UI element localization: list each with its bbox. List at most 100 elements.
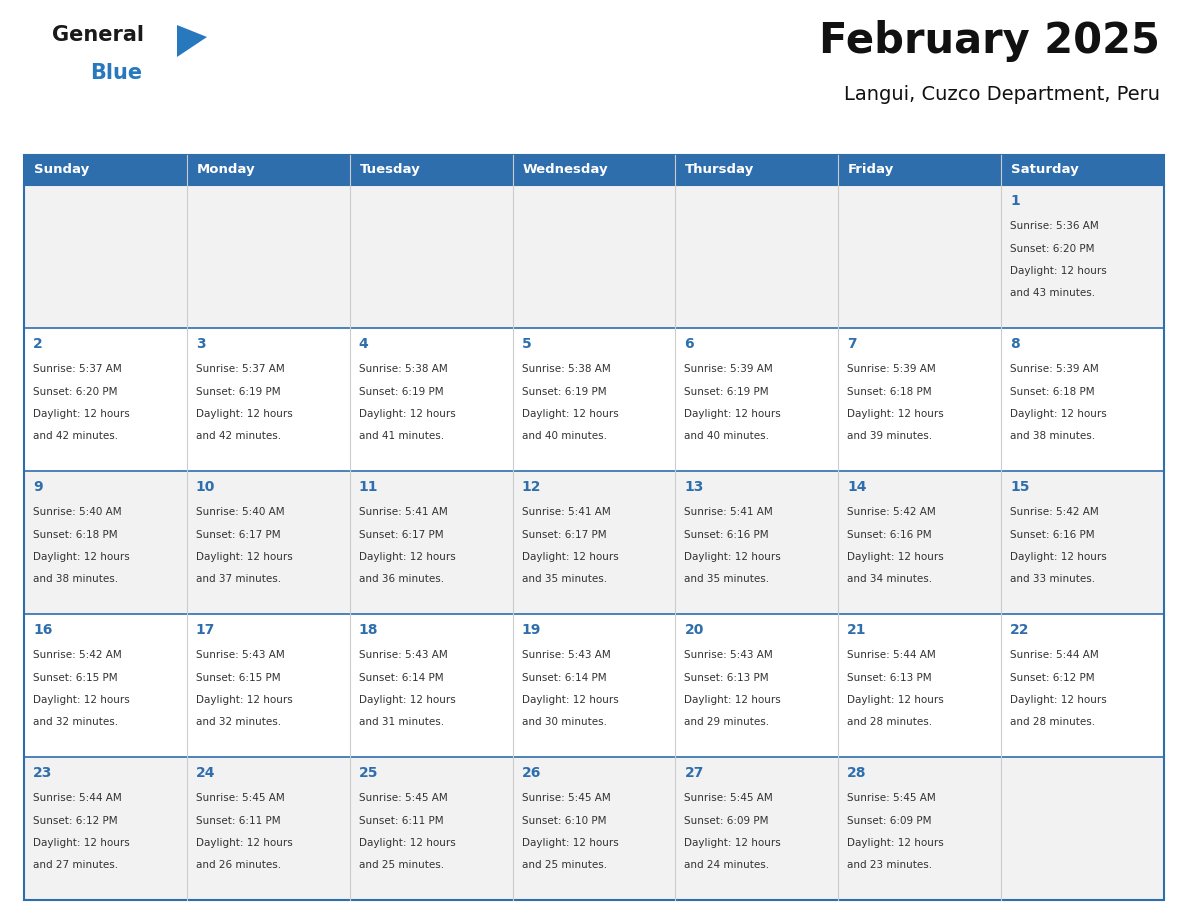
Text: 28: 28 [847, 767, 867, 780]
Bar [24, 757, 187, 900]
Text: Sunset: 6:13 PM: Sunset: 6:13 PM [847, 673, 931, 683]
Text: Daylight: 12 hours: Daylight: 12 hours [1010, 695, 1107, 705]
Text: 9: 9 [33, 480, 43, 494]
Bar [512, 155, 676, 185]
Text: 10: 10 [196, 480, 215, 494]
Text: Sunset: 6:15 PM: Sunset: 6:15 PM [33, 673, 118, 683]
Bar [676, 185, 839, 328]
Bar [1001, 328, 1164, 471]
Text: Daylight: 12 hours: Daylight: 12 hours [847, 552, 944, 562]
Text: Sunrise: 5:45 AM: Sunrise: 5:45 AM [522, 793, 611, 803]
Text: Wednesday: Wednesday [523, 163, 608, 176]
Bar [187, 614, 349, 757]
Text: and 31 minutes.: and 31 minutes. [359, 717, 444, 727]
Text: Sunrise: 5:41 AM: Sunrise: 5:41 AM [684, 508, 773, 518]
Text: Sunset: 6:16 PM: Sunset: 6:16 PM [847, 530, 931, 540]
Text: Sunset: 6:09 PM: Sunset: 6:09 PM [684, 815, 769, 825]
Text: Sunset: 6:14 PM: Sunset: 6:14 PM [522, 673, 606, 683]
Text: and 35 minutes.: and 35 minutes. [522, 574, 607, 584]
Text: Daylight: 12 hours: Daylight: 12 hours [684, 552, 782, 562]
Text: 1: 1 [1010, 195, 1019, 208]
Bar [839, 614, 1001, 757]
Text: Daylight: 12 hours: Daylight: 12 hours [196, 552, 292, 562]
Text: Sunset: 6:11 PM: Sunset: 6:11 PM [359, 815, 443, 825]
Bar [187, 471, 349, 614]
Text: Sunday: Sunday [33, 163, 89, 176]
Text: Daylight: 12 hours: Daylight: 12 hours [196, 409, 292, 419]
Text: and 29 minutes.: and 29 minutes. [684, 717, 770, 727]
Text: Daylight: 12 hours: Daylight: 12 hours [1010, 266, 1107, 275]
Text: Sunrise: 5:40 AM: Sunrise: 5:40 AM [33, 508, 121, 518]
Text: Sunrise: 5:42 AM: Sunrise: 5:42 AM [1010, 508, 1099, 518]
Text: and 33 minutes.: and 33 minutes. [1010, 574, 1095, 584]
Text: 8: 8 [1010, 337, 1019, 352]
Text: Sunset: 6:17 PM: Sunset: 6:17 PM [522, 530, 606, 540]
Text: Sunrise: 5:42 AM: Sunrise: 5:42 AM [33, 651, 121, 660]
Bar [512, 471, 676, 614]
Text: 26: 26 [522, 767, 541, 780]
Bar [676, 328, 839, 471]
Text: 17: 17 [196, 623, 215, 637]
Text: Sunset: 6:19 PM: Sunset: 6:19 PM [522, 386, 606, 397]
Bar [349, 614, 512, 757]
Text: 15: 15 [1010, 480, 1030, 494]
Text: Daylight: 12 hours: Daylight: 12 hours [359, 552, 455, 562]
Text: 4: 4 [359, 337, 368, 352]
Text: Sunrise: 5:39 AM: Sunrise: 5:39 AM [684, 364, 773, 375]
Text: 6: 6 [684, 337, 694, 352]
Text: 5: 5 [522, 337, 531, 352]
Bar [349, 155, 512, 185]
Bar [187, 328, 349, 471]
Text: Daylight: 12 hours: Daylight: 12 hours [847, 695, 944, 705]
Text: Friday: Friday [848, 163, 895, 176]
Bar [676, 614, 839, 757]
Text: General: General [52, 25, 144, 45]
Text: Sunrise: 5:43 AM: Sunrise: 5:43 AM [684, 651, 773, 660]
Bar [349, 471, 512, 614]
Text: and 38 minutes.: and 38 minutes. [1010, 431, 1095, 441]
Text: February 2025: February 2025 [819, 20, 1159, 62]
Bar [187, 185, 349, 328]
Text: Sunrise: 5:45 AM: Sunrise: 5:45 AM [684, 793, 773, 803]
Text: Sunset: 6:18 PM: Sunset: 6:18 PM [1010, 386, 1094, 397]
Text: Sunrise: 5:40 AM: Sunrise: 5:40 AM [196, 508, 284, 518]
Polygon shape [177, 25, 207, 57]
Text: Daylight: 12 hours: Daylight: 12 hours [196, 695, 292, 705]
Bar [24, 185, 187, 328]
Text: Daylight: 12 hours: Daylight: 12 hours [522, 409, 618, 419]
Bar [1001, 757, 1164, 900]
Bar [512, 185, 676, 328]
Bar [839, 185, 1001, 328]
Text: Sunrise: 5:36 AM: Sunrise: 5:36 AM [1010, 221, 1099, 231]
Text: and 35 minutes.: and 35 minutes. [684, 574, 770, 584]
Text: Thursday: Thursday [685, 163, 754, 176]
Text: Daylight: 12 hours: Daylight: 12 hours [33, 695, 129, 705]
Text: Sunrise: 5:42 AM: Sunrise: 5:42 AM [847, 508, 936, 518]
Bar [24, 155, 187, 185]
Bar [1001, 155, 1164, 185]
Bar [349, 185, 512, 328]
Bar [1001, 614, 1164, 757]
Text: Saturday: Saturday [1011, 163, 1079, 176]
Text: Tuesday: Tuesday [360, 163, 421, 176]
Text: Sunrise: 5:44 AM: Sunrise: 5:44 AM [33, 793, 121, 803]
Text: Daylight: 12 hours: Daylight: 12 hours [847, 838, 944, 848]
Text: Daylight: 12 hours: Daylight: 12 hours [33, 409, 129, 419]
Text: 14: 14 [847, 480, 867, 494]
Bar [839, 155, 1001, 185]
Text: Sunset: 6:13 PM: Sunset: 6:13 PM [684, 673, 769, 683]
Bar [24, 155, 1164, 900]
Text: Daylight: 12 hours: Daylight: 12 hours [847, 409, 944, 419]
Text: Daylight: 12 hours: Daylight: 12 hours [33, 552, 129, 562]
Text: 20: 20 [684, 623, 703, 637]
Text: Daylight: 12 hours: Daylight: 12 hours [522, 695, 618, 705]
Bar [512, 757, 676, 900]
Text: Sunrise: 5:37 AM: Sunrise: 5:37 AM [33, 364, 121, 375]
Text: Daylight: 12 hours: Daylight: 12 hours [684, 695, 782, 705]
Text: Daylight: 12 hours: Daylight: 12 hours [522, 552, 618, 562]
Text: and 30 minutes.: and 30 minutes. [522, 717, 607, 727]
Text: and 42 minutes.: and 42 minutes. [196, 431, 280, 441]
Text: Sunset: 6:19 PM: Sunset: 6:19 PM [684, 386, 769, 397]
Text: and 40 minutes.: and 40 minutes. [684, 431, 770, 441]
Text: 13: 13 [684, 480, 703, 494]
